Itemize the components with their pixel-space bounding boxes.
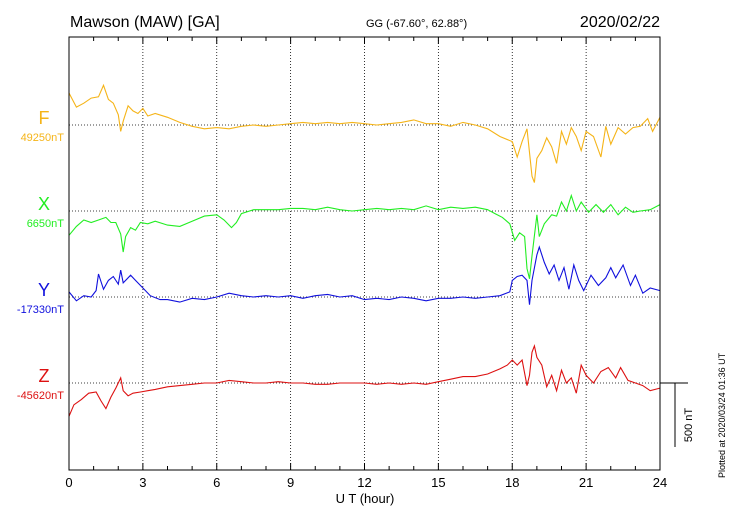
series-baseline-x: 6650nT — [27, 218, 65, 230]
x-tick-label: 18 — [505, 475, 519, 490]
series-baseline-f: 49250nT — [21, 132, 65, 144]
series-labels: F 49250nT X 6650nT Y -17330nT Z -45620nT — [17, 108, 64, 402]
x-tick-label: 21 — [579, 475, 593, 490]
plot-date: 2020/02/22 — [579, 14, 660, 31]
series-baseline-y: -17330nT — [17, 304, 64, 316]
station-title: Mawson (MAW) [GA] — [70, 14, 220, 31]
series-name-y: Y — [38, 280, 50, 300]
x-tick-label: 24 — [653, 475, 667, 490]
scale-bar-label: 500 nT — [683, 408, 695, 443]
x-axis-label: U T (hour) — [336, 491, 395, 506]
series-name-x: X — [38, 194, 50, 214]
series-line-f — [68, 83, 661, 183]
x-tick-label: 0 — [65, 475, 72, 490]
x-tick-label: 12 — [357, 475, 371, 490]
chart-traces — [68, 83, 661, 417]
scale-bar: 500 nT — [660, 382, 695, 447]
x-tick-label: 6 — [213, 475, 220, 490]
series-line-x — [68, 193, 661, 279]
series-baseline-z: -45620nT — [17, 390, 64, 402]
series-line-y — [68, 245, 661, 305]
series-line-z — [68, 343, 661, 417]
series-name-f: F — [39, 108, 50, 128]
x-axis: 0 3 6 9 12 15 18 21 24 — [65, 37, 667, 490]
station-coords: GG (-67.60°, 62.88°) — [366, 18, 468, 30]
x-tick-label: 3 — [139, 475, 146, 490]
chart-grid — [69, 37, 660, 470]
x-tick-label: 9 — [287, 475, 294, 490]
series-name-z: Z — [39, 366, 50, 386]
plotted-timestamp: Plotted at 2020/03/24 01:36 UT — [717, 352, 727, 478]
x-tick-label: 15 — [431, 475, 445, 490]
